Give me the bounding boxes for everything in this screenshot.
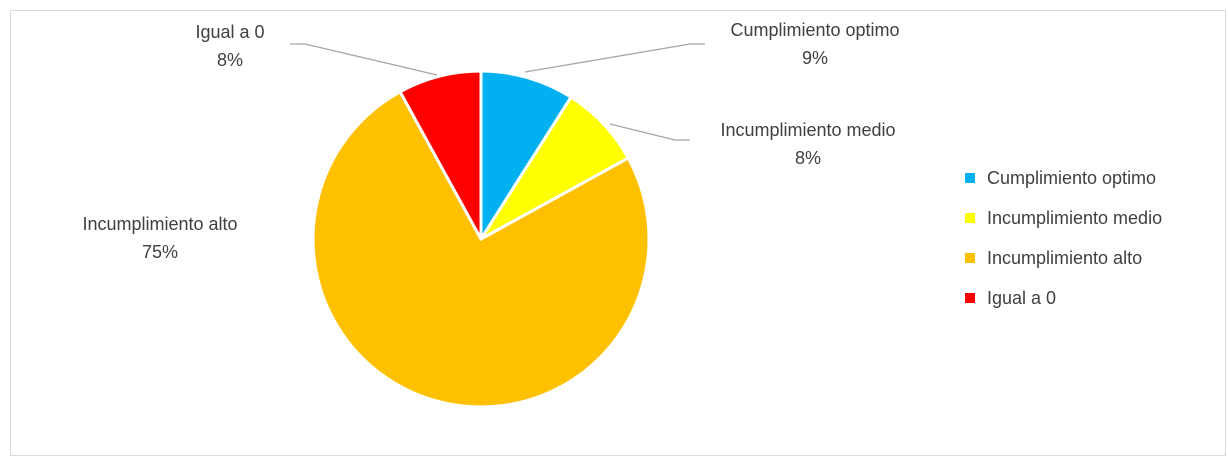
- legend-item-igual-a-0: Igual a 0: [965, 278, 1162, 318]
- leader-line-igual-a-0: [290, 43, 438, 76]
- chart-legend: Cumplimiento optimo Incumplimiento medio I…: [965, 158, 1162, 318]
- leader-line-incumplimiento-medio: [609, 123, 690, 141]
- pie-slice-igual-a-0: [398, 69, 483, 240]
- legend-label: Igual a 0: [987, 287, 1057, 308]
- legend-swatch-icon: [965, 213, 975, 223]
- legend-label: Cumplimiento optimo: [987, 167, 1157, 188]
- legend-item-cumplimiento-optimo: Cumplimiento optimo: [965, 158, 1162, 198]
- data-label-category-incumplimiento-alto: Incumplimiento alto: [82, 214, 237, 234]
- data-label-value-cumplimiento-optimo: 9%: [802, 48, 828, 68]
- data-label-value-incumplimiento-medio: 8%: [795, 148, 821, 168]
- leader-line-cumplimiento-optimo: [524, 43, 705, 73]
- pie-slice-cumplimiento-optimo: [479, 69, 574, 245]
- data-label-category-igual-a-0: Igual a 0: [195, 22, 264, 42]
- legend-swatch-icon: [965, 173, 975, 183]
- legend-item-incumplimiento-medio: Incumplimiento medio: [965, 198, 1162, 238]
- data-label-category-cumplimiento-optimo: Cumplimiento optimo: [730, 20, 899, 40]
- legend-swatch-icon: [965, 253, 975, 263]
- legend-item-incumplimiento-alto: Incumplimiento alto: [965, 238, 1162, 278]
- legend-swatch-icon: [965, 293, 975, 303]
- data-label-value-igual-a-0: 8%: [217, 50, 243, 70]
- data-label-category-incumplimiento-medio: Incumplimiento medio: [720, 120, 895, 140]
- legend-label: Incumplimiento medio: [987, 207, 1163, 228]
- data-label-value-incumplimiento-alto: 75%: [142, 242, 178, 262]
- pie-slice-incumplimiento-alto: [311, 89, 651, 409]
- legend-label: Incumplimiento alto: [987, 247, 1143, 268]
